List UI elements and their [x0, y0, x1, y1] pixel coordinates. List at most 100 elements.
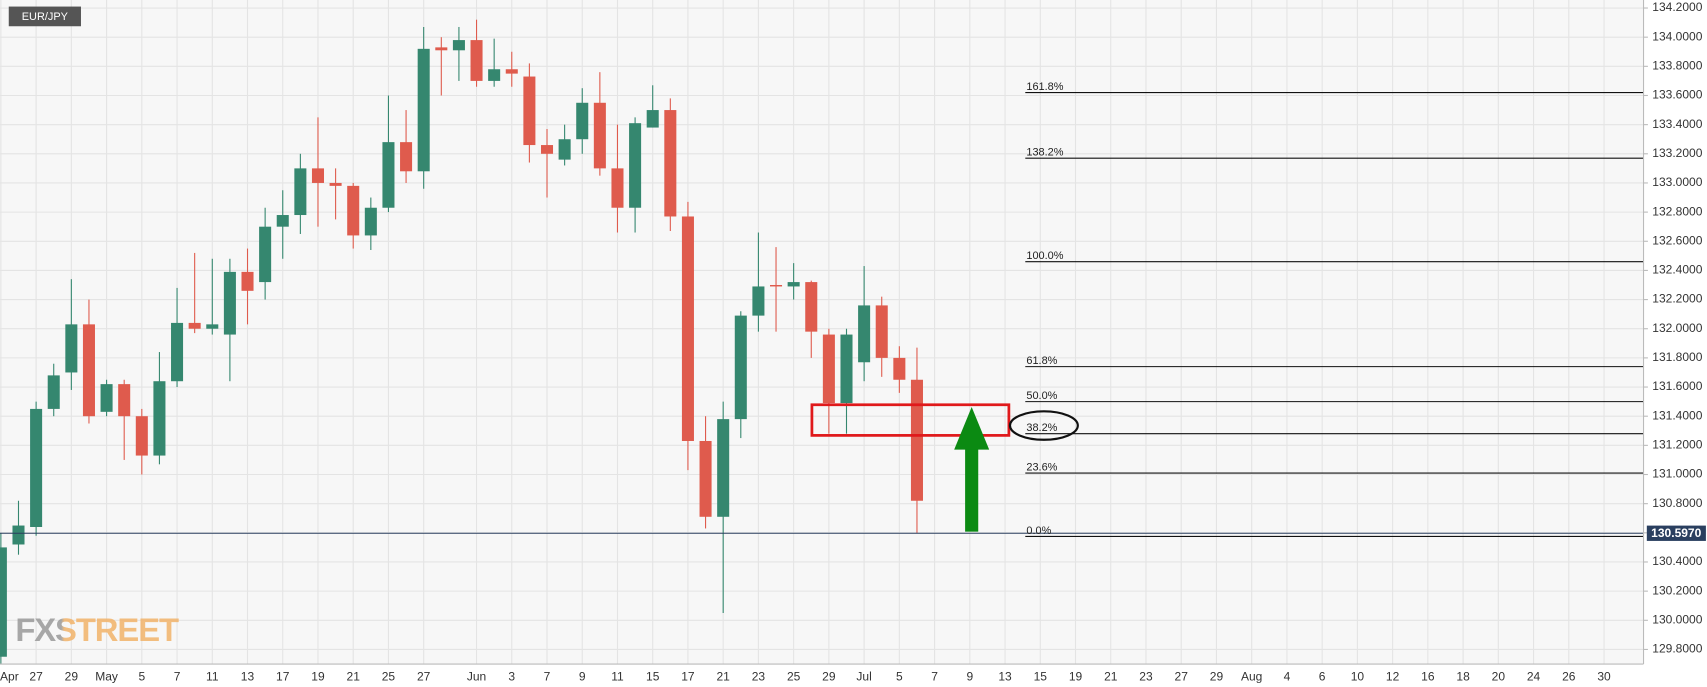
candle [82, 299, 95, 424]
candle-body [276, 215, 289, 227]
candle-body [893, 357, 906, 380]
candle [65, 279, 78, 390]
candle-body [82, 324, 95, 417]
candle-body [910, 379, 923, 501]
up-arrow [954, 406, 990, 532]
y-tick-label: 129.8000 [1652, 642, 1702, 656]
candle [910, 347, 923, 533]
candle-body [153, 381, 166, 456]
x-tick-label: 21 [1104, 669, 1118, 683]
chart-title: EUR/JPY [22, 11, 69, 23]
candle-body [417, 48, 430, 172]
candle [523, 63, 536, 163]
arrow-head [954, 406, 990, 450]
fib-label: 161.8% [1026, 81, 1063, 93]
candle-body [822, 334, 835, 404]
y-tick-label: 131.0000 [1652, 467, 1702, 481]
x-tick-label: 21 [347, 669, 361, 683]
candle-body [470, 40, 483, 81]
x-tick-label: 19 [1069, 669, 1083, 683]
candle [400, 110, 413, 183]
candle-body [717, 419, 730, 517]
y-tick-label: 134.0000 [1652, 29, 1702, 43]
candle [294, 153, 307, 234]
candle [787, 263, 800, 300]
candle [840, 328, 853, 434]
y-tick-label: 130.8000 [1652, 496, 1702, 510]
candle [241, 248, 254, 325]
candle-body [523, 76, 536, 146]
candle [629, 117, 642, 233]
candle-body [576, 102, 589, 140]
candle-body [364, 207, 377, 236]
fib-label: 50.0% [1026, 390, 1057, 402]
candle [12, 500, 25, 555]
candle-body [294, 168, 307, 216]
y-tick-label: 132.6000 [1652, 233, 1702, 247]
x-tick-label: 18 [1456, 669, 1470, 683]
y-tick-label: 132.2000 [1652, 292, 1702, 306]
candle-body [118, 384, 131, 417]
arrow-shaft [965, 448, 979, 532]
x-tick-label: 23 [1139, 669, 1153, 683]
candle [576, 88, 589, 154]
x-tick-label: 15 [1034, 669, 1048, 683]
candle [893, 346, 906, 393]
candle [770, 247, 783, 332]
candle-body [435, 47, 448, 51]
candle [223, 258, 236, 382]
candle [611, 124, 624, 233]
x-tick-label: 7 [931, 669, 938, 683]
candle [558, 124, 571, 166]
candle [171, 287, 184, 388]
candle [452, 26, 465, 81]
candle-body [347, 185, 360, 236]
candle-body [734, 315, 747, 420]
x-tick-label: 6 [1319, 669, 1326, 683]
candle [717, 401, 730, 614]
candle-body [681, 216, 694, 441]
candle [206, 258, 219, 335]
candle-body [382, 142, 395, 208]
candle-body [65, 324, 78, 373]
y-tick-label: 130.2000 [1652, 583, 1702, 597]
candle-body [540, 145, 554, 154]
candle-body [100, 384, 113, 412]
y-tick-label: 131.8000 [1652, 350, 1702, 364]
candle [805, 280, 818, 358]
x-tick-label: 13 [241, 669, 255, 683]
candle-body [188, 322, 201, 329]
watermark: FXSTREET [15, 611, 179, 648]
candle-body [311, 168, 325, 183]
y-tick-label: 133.0000 [1652, 175, 1702, 189]
candle [664, 98, 677, 232]
candle-body [699, 440, 712, 517]
candle-body [259, 226, 272, 283]
candle-body [12, 525, 25, 545]
candle-body [0, 547, 7, 657]
candle [417, 26, 430, 189]
x-tick-label: May [95, 669, 118, 683]
candle [153, 352, 166, 465]
fib-label: 138.2% [1026, 147, 1063, 159]
title-box [8, 6, 81, 27]
candle [364, 197, 377, 251]
x-tick-label: 7 [174, 669, 181, 683]
candle [30, 401, 43, 536]
candle-body [611, 168, 624, 208]
candle-body [558, 139, 571, 160]
candle [488, 38, 501, 87]
x-tick-label: 10 [1351, 669, 1365, 683]
candle-body [452, 40, 465, 51]
y-tick-label: 130.4000 [1652, 554, 1702, 568]
x-tick-label: 17 [276, 669, 290, 683]
candle-body [664, 110, 677, 217]
candle-body [505, 69, 518, 74]
y-tick-label: 131.2000 [1652, 438, 1702, 452]
y-tick-label: 131.6000 [1652, 379, 1702, 393]
candle-body [47, 375, 60, 409]
candle-body [400, 142, 413, 172]
x-tick-label: 19 [311, 669, 325, 683]
